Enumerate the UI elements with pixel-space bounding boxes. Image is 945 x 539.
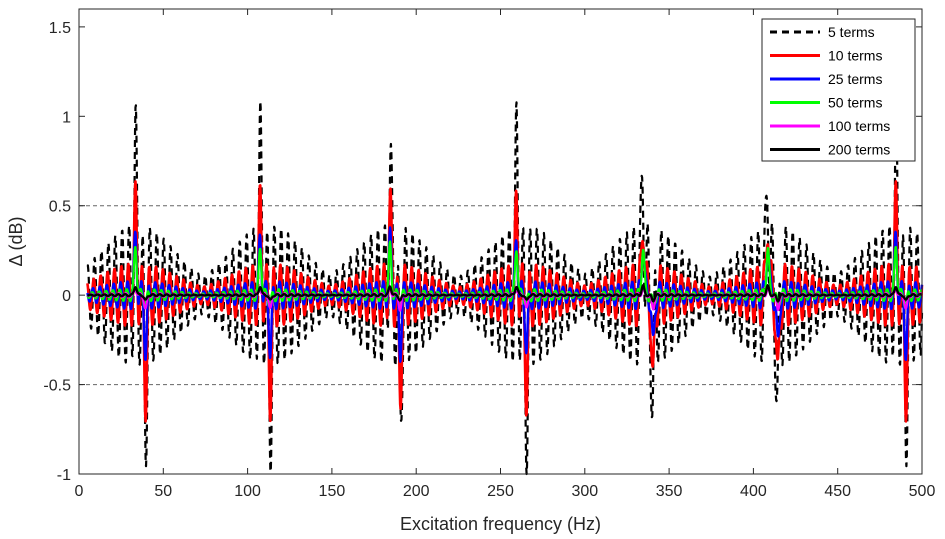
x-tick-label: 100 bbox=[234, 483, 261, 500]
x-tick-label: 200 bbox=[403, 483, 430, 500]
x-tick-label: 350 bbox=[656, 483, 683, 500]
x-tick-label: 50 bbox=[154, 483, 172, 500]
legend-box bbox=[761, 18, 916, 162]
legend-label: 10 terms bbox=[828, 48, 882, 64]
series-line-10-terms bbox=[86, 180, 924, 423]
legend: 5 terms 10 terms 25 terms 50 terms 100 terms… bbox=[761, 18, 916, 162]
y-tick-label: -1 bbox=[57, 467, 71, 484]
y-tick-label: 0.5 bbox=[49, 199, 71, 216]
y-axis-title: Δ (dB) bbox=[6, 216, 26, 266]
series-line-200-terms bbox=[86, 284, 923, 303]
axes-layer: 0 50 100 150 200 250 300 350 400 450 500 -1 -0.5 0 0.5… bbox=[43, 8, 936, 500]
x-tick-label: 0 bbox=[75, 483, 84, 500]
y-tick-label: -0.5 bbox=[43, 378, 71, 395]
y-tick-label: 1 bbox=[62, 109, 71, 126]
legend-label: 25 terms bbox=[828, 71, 882, 87]
x-axis-title: Excitation frequency (Hz) bbox=[400, 514, 601, 534]
legend-label: 50 terms bbox=[828, 95, 882, 111]
x-tick-label: 300 bbox=[571, 483, 598, 500]
legend-label: 100 terms bbox=[828, 118, 890, 134]
series-line-5-terms bbox=[86, 100, 924, 476]
series-line-50-terms bbox=[86, 240, 923, 312]
y-tick-label: 0 bbox=[62, 288, 71, 305]
x-tick-label: 450 bbox=[824, 483, 851, 500]
y-tick-label: 1.5 bbox=[49, 20, 71, 37]
legend-label: 200 terms bbox=[828, 142, 890, 158]
x-tick-label: 400 bbox=[740, 483, 767, 500]
legend-label: 5 terms bbox=[828, 24, 875, 40]
x-tick-label: 250 bbox=[487, 483, 514, 500]
x-tick-label: 500 bbox=[909, 483, 936, 500]
x-tick-label: 150 bbox=[319, 483, 346, 500]
